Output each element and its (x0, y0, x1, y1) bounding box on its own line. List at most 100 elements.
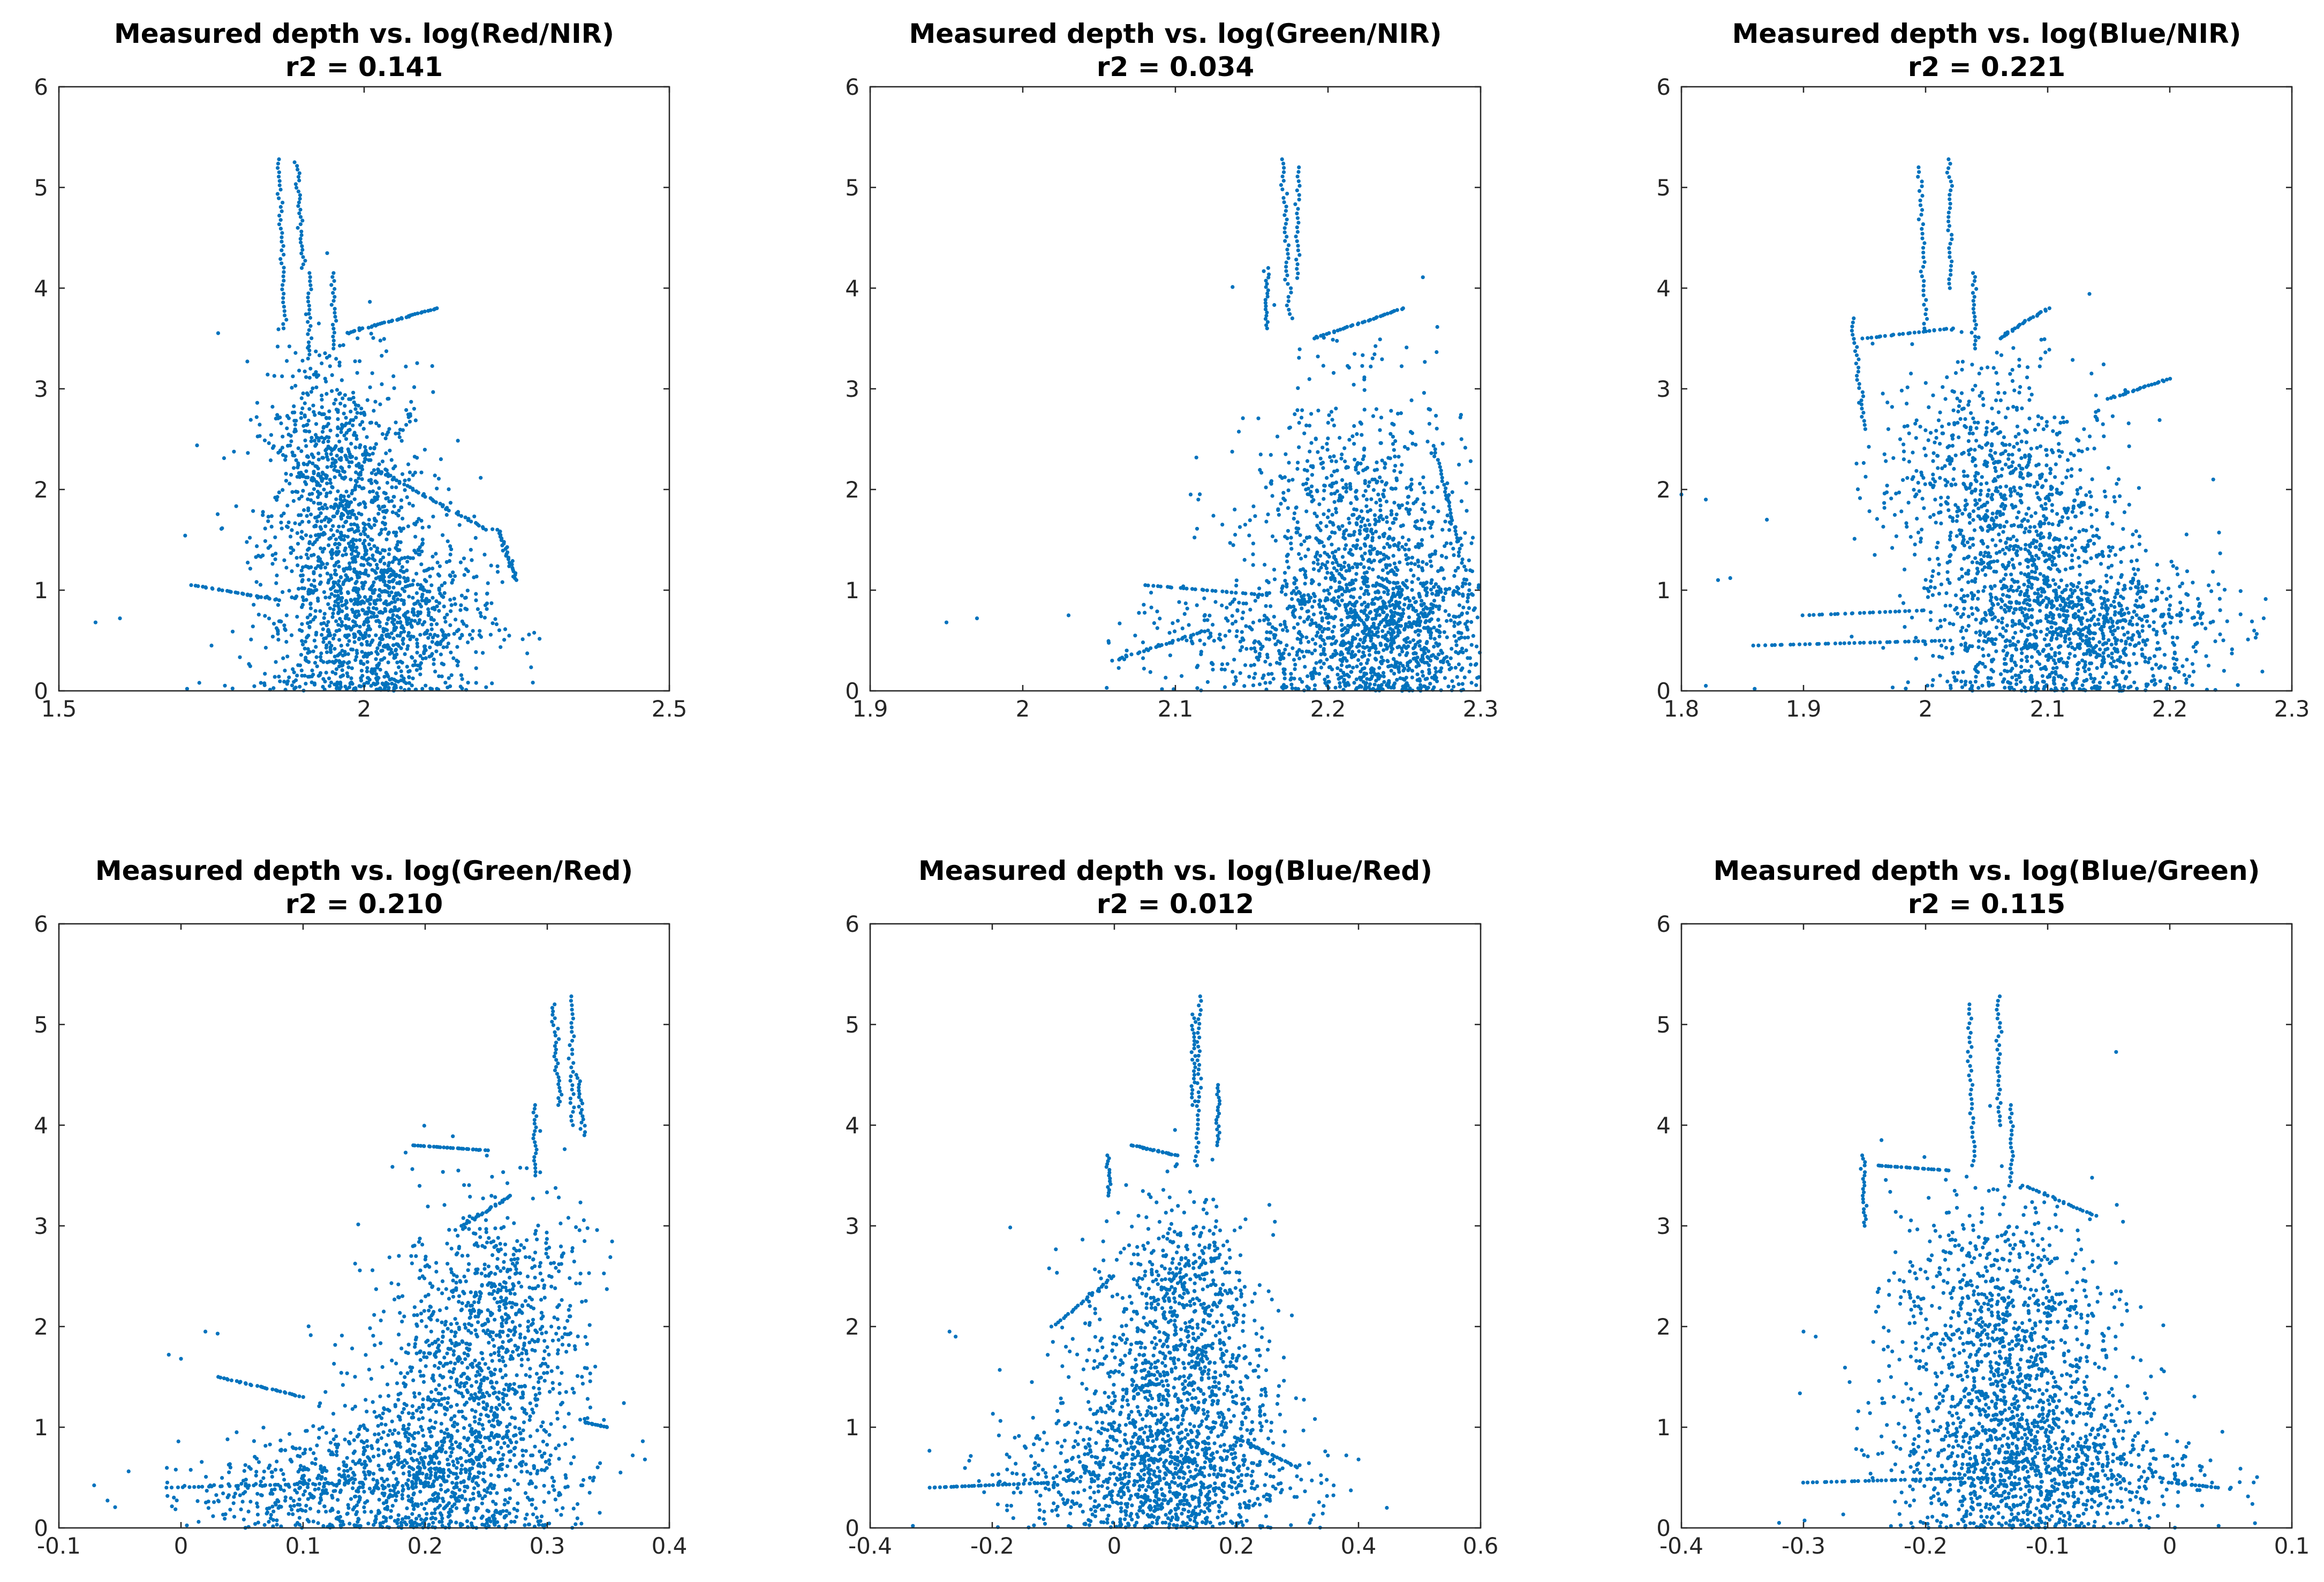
data-point (1302, 654, 1306, 659)
data-point (412, 602, 417, 606)
data-point (1402, 582, 1406, 586)
data-point (306, 647, 310, 651)
data-point (418, 552, 422, 557)
data-point (1363, 489, 1368, 493)
data-point (1211, 622, 1215, 627)
data-point (1376, 635, 1380, 639)
data-point (363, 445, 367, 449)
data-point (1231, 285, 1235, 289)
data-point (1289, 547, 1294, 551)
data-point (430, 652, 434, 656)
data-point (375, 480, 379, 485)
data-point (462, 573, 466, 577)
data-point (1285, 303, 1289, 307)
data-point (1360, 433, 1364, 437)
data-point (438, 591, 442, 596)
data-point (355, 371, 359, 375)
data-point (363, 527, 367, 531)
data-point (372, 599, 376, 603)
data-point (1470, 536, 1475, 540)
data-point (1425, 590, 1429, 595)
data-point (1427, 612, 1431, 616)
data-point (1316, 558, 1320, 562)
data-point (1297, 445, 1301, 449)
data-point (411, 596, 415, 600)
data-point (1363, 481, 1367, 485)
y-tick-label: 6 (845, 74, 859, 100)
data-point (1381, 578, 1385, 582)
data-point (1290, 597, 1294, 601)
data-point (1936, 556, 1940, 561)
data-point (1187, 623, 1191, 627)
data-point (422, 310, 427, 314)
data-point (2112, 605, 2117, 609)
data-point (345, 661, 350, 665)
data-point (1354, 578, 1358, 582)
data-point (321, 471, 325, 476)
data-point (293, 423, 297, 427)
data-point (297, 586, 301, 591)
data-point (375, 652, 380, 656)
data-point (395, 652, 399, 657)
data-point (469, 548, 473, 552)
data-point (1251, 620, 1255, 624)
data-point (314, 372, 318, 376)
data-point (342, 433, 346, 438)
data-point (277, 598, 282, 602)
data-point (337, 628, 342, 632)
data-point (2105, 514, 2109, 519)
data-point (1469, 643, 1474, 647)
data-point (298, 237, 303, 241)
data-point (300, 358, 305, 363)
data-point (1292, 626, 1296, 630)
data-point (1325, 448, 1330, 452)
data-point (1919, 540, 1923, 544)
data-point (442, 591, 447, 595)
data-point (1374, 608, 1378, 613)
data-point (308, 324, 313, 328)
data-point (334, 459, 338, 464)
data-point (482, 615, 487, 620)
data-point (338, 575, 343, 579)
data-point (1173, 629, 1177, 634)
data-point (407, 594, 411, 599)
data-point (411, 663, 416, 668)
data-point (1466, 635, 1470, 639)
data-point (1258, 468, 1262, 472)
data-point (1417, 545, 1421, 549)
data-point (2106, 466, 2110, 470)
data-point (1379, 655, 1384, 659)
data-point (341, 524, 345, 529)
data-point (372, 446, 376, 451)
data-point (1125, 649, 1129, 653)
data-point (1265, 579, 1269, 583)
data-point (1429, 627, 1433, 631)
data-point (284, 639, 289, 644)
data-point (1223, 667, 1227, 672)
data-point (1133, 634, 1137, 638)
data-point (267, 441, 271, 446)
data-point (1252, 662, 1256, 667)
data-point (384, 433, 389, 437)
data-point (1467, 558, 1471, 562)
data-point (507, 564, 511, 568)
data-point (1312, 599, 1317, 604)
data-point (1334, 607, 1338, 611)
data-point (330, 275, 335, 279)
data-point (1362, 319, 1367, 324)
data-point (348, 528, 353, 532)
data-point (351, 548, 355, 553)
data-point (343, 602, 347, 607)
data-point (1440, 441, 1445, 446)
data-point (1295, 520, 1300, 524)
data-point (448, 684, 452, 688)
data-point (411, 556, 416, 560)
data-point (1971, 543, 1975, 547)
data-point (328, 647, 333, 652)
data-point (1420, 599, 1424, 603)
data-point (1295, 175, 1300, 179)
data-point (1395, 411, 1400, 416)
data-point (2105, 511, 2110, 515)
data-point (267, 616, 271, 621)
data-point (1457, 554, 1461, 558)
